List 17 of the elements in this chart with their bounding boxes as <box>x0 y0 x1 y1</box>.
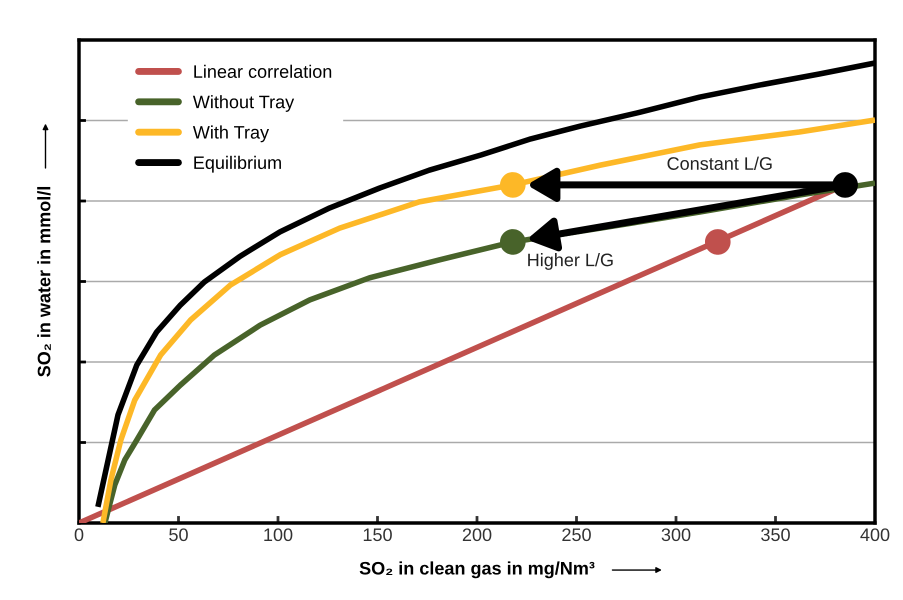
x-tick-label: 250 <box>562 528 591 542</box>
x-tick-label: 200 <box>462 528 492 542</box>
x-tick-label: 350 <box>761 528 790 542</box>
x-tick-label: 0 <box>74 528 84 542</box>
legend-label: Linear correlation <box>194 64 332 78</box>
legend-label: Equilibrium <box>194 156 281 173</box>
annotation: Higher L/G <box>528 253 613 270</box>
x-axis-title: SO₂ in clean gas in mg/Nm³ <box>360 561 595 578</box>
x-tick-label: 400 <box>860 528 890 542</box>
legend-label: With Tray <box>192 125 270 142</box>
legend-label: Without Tray <box>192 95 294 112</box>
x-tick-label: 300 <box>662 528 690 542</box>
annotation: Constant L/G <box>668 156 772 170</box>
x-tick-label: 150 <box>364 528 392 542</box>
y-axis-title: SO₂ in water in mmol/l <box>37 186 51 377</box>
x-tick-label: 100 <box>264 528 292 542</box>
x-tick-label: 50 <box>169 528 188 542</box>
